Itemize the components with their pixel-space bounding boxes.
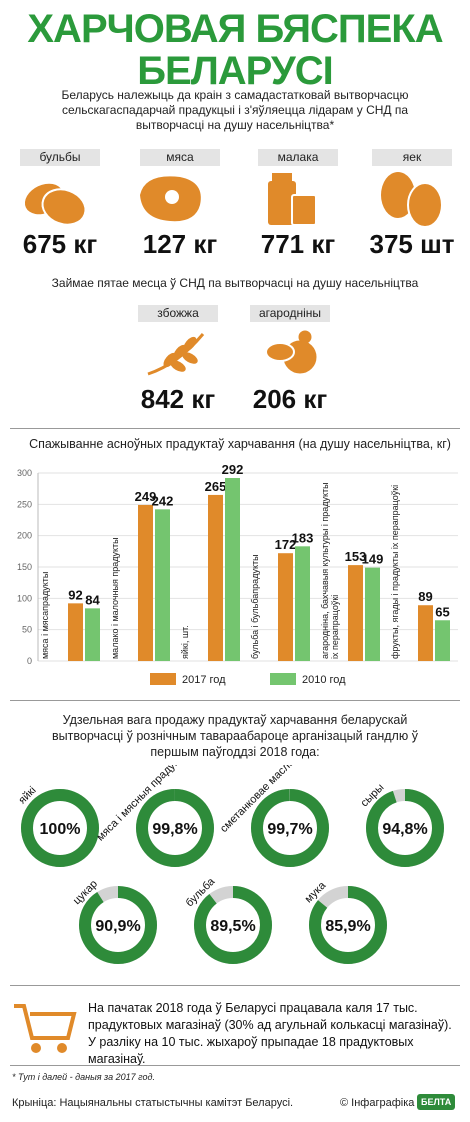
legend-swatch: [150, 673, 176, 685]
value-label: 94,8%: [382, 821, 427, 838]
category-label-box: малако і малочныя прадукты: [110, 537, 120, 659]
value-label: 99,7%: [267, 821, 312, 838]
value-label: 92: [68, 587, 82, 602]
donut-arc: [366, 789, 444, 867]
footnote: * Тут і далей - даныя за 2017 год.: [12, 1072, 155, 1082]
divider: [10, 700, 460, 701]
value-label: 89,5%: [210, 918, 255, 935]
value-label: 249: [135, 489, 157, 504]
category-label-box: мяса і мясапрадукты: [40, 571, 50, 659]
product-value: 375 шт: [369, 229, 455, 259]
product-name: яек: [372, 149, 452, 166]
donut-arc: [194, 886, 272, 964]
value-label: 183: [292, 530, 314, 545]
product-icons: [24, 172, 443, 228]
bar: [295, 546, 310, 661]
bar: [138, 504, 153, 661]
y-tick-label: 0: [27, 656, 32, 666]
bar: [208, 494, 223, 661]
donut-arc: [309, 886, 387, 964]
product-value: 675 кг: [22, 229, 98, 259]
divider: [10, 985, 460, 986]
y-tick-label: 150: [17, 562, 32, 572]
product-name: мяса: [140, 149, 220, 166]
y-tick-label: 300: [17, 468, 32, 478]
x-tick-label: мяса і мясапрадукты: [40, 571, 50, 659]
bar: [68, 603, 83, 661]
value-label: 172: [275, 537, 297, 552]
credit: © Інфаграфіка: [340, 1097, 415, 1109]
bar: [418, 605, 433, 661]
product-name: агародніны: [250, 305, 330, 322]
bar: [278, 553, 293, 661]
fifth-place-title: Займае пятае месца ў СНД па вытворчасці …: [51, 276, 419, 290]
title: ХАРЧОВАЯ БЯСПЕКА БЕЛАРУСІ: [27, 7, 443, 93]
y-tick-label: 200: [17, 531, 32, 541]
category-label-box: фрукты, ягады і прадукты іх перапрацоўкі: [390, 484, 400, 659]
chart-title: Удзельная вага продажу прадуктаў харчава…: [52, 713, 418, 759]
value-label: 100%: [40, 821, 81, 838]
value-label: 85,9%: [325, 918, 370, 935]
legend-label: 2010 год: [302, 674, 346, 686]
x-tick-label: малако і малочныя прадукты: [110, 537, 120, 659]
y-tick-label: 50: [22, 625, 32, 635]
product-name: бульбы: [20, 149, 100, 166]
value-label: 265: [205, 479, 227, 494]
product-value: 127 кг: [142, 229, 218, 259]
x-tick-label: яйкі, шт.: [180, 625, 190, 659]
shops-text: На пачатак 2018 года ў Беларусі працавал…: [88, 1001, 452, 1066]
product-value: 206 кг: [252, 384, 328, 414]
cart-icon: [14, 1004, 77, 1053]
bar: [365, 567, 380, 661]
category-label-box: яйкі, шт.: [180, 625, 190, 659]
divider: [10, 1065, 460, 1066]
bar: [348, 565, 363, 661]
donut-arc: [79, 886, 157, 964]
product-value: 842 кг: [140, 384, 216, 414]
y-tick-label: 250: [17, 499, 32, 509]
x-tick-label: фрукты, ягады і прадукты іх перапрацоўкі: [390, 484, 400, 659]
bar: [155, 509, 170, 661]
legend-swatch: [270, 673, 296, 685]
donut-arc: [136, 789, 214, 867]
intro: Беларусь належыць да краін з самадастатк…: [61, 88, 409, 132]
value-label: 90,9%: [95, 918, 140, 935]
divider: [10, 428, 460, 429]
bar: [225, 478, 240, 661]
source: Крыніца: Нацыянальны статыстычны камітэт…: [12, 1097, 294, 1109]
category-label-box: бульба і бульбапрадукты: [250, 554, 260, 659]
value-label: 149: [362, 552, 384, 567]
donut-arc: [21, 789, 99, 867]
legend-label: 2017 год: [182, 674, 226, 686]
bar: [435, 620, 450, 661]
x-tick-label: бульба і бульбапрадукты: [250, 554, 260, 659]
product-name: малака: [258, 149, 338, 166]
logo: БЕЛТА: [417, 1094, 456, 1110]
value-label: 65: [435, 604, 449, 619]
category-label-box: агародніна, бахчавыя культуры і прадукты…: [320, 482, 340, 659]
y-tick-label: 100: [17, 593, 32, 603]
product-name: збожжа: [138, 305, 218, 322]
value-label: 99,8%: [152, 821, 197, 838]
value-label: 153: [345, 549, 367, 564]
value-label: 84: [85, 592, 100, 607]
crop-icons: [147, 330, 317, 376]
value-label: 292: [222, 462, 244, 477]
value-label: 242: [152, 493, 174, 508]
bar: [85, 608, 100, 661]
x-tick-label: агародніна, бахчавыя культуры і прадукты…: [320, 482, 340, 659]
donut-arc: [251, 789, 329, 867]
value-label: 89: [418, 589, 432, 604]
product-value: 771 кг: [260, 229, 336, 259]
chart-title: Спажыванне асноўных прадуктаў харчавання…: [29, 437, 451, 451]
